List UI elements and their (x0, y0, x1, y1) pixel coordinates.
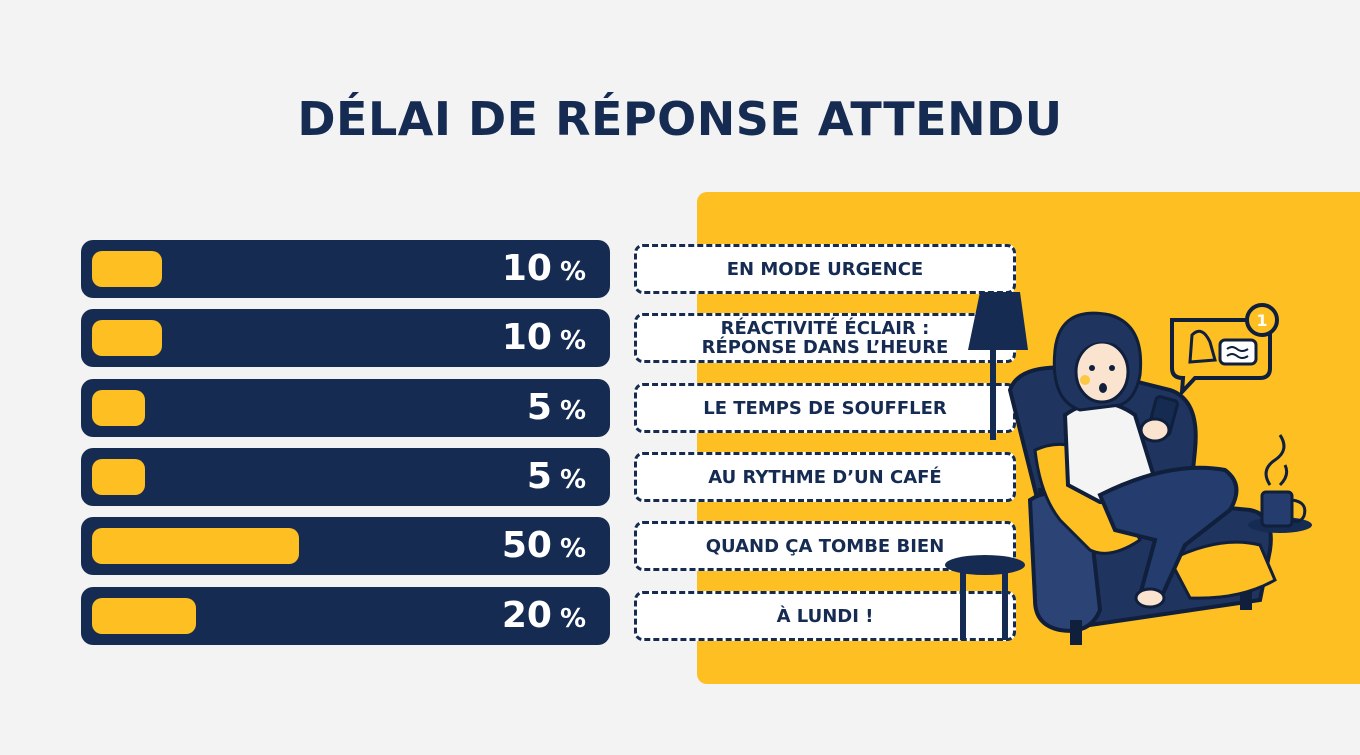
bar-row: 50% (81, 517, 610, 575)
category-label-text: EN MODE URGENCE (726, 258, 924, 280)
woman-figure (1052, 311, 1239, 609)
bar-fill (92, 459, 145, 495)
side-table-icon (945, 555, 1025, 640)
bar-value-label: 50% (502, 523, 586, 569)
category-label: AU RYTHME D’UN CAFÉ (634, 452, 1016, 502)
bar-value-unit: % (559, 604, 586, 634)
bar-row: 10% (81, 309, 610, 367)
bar-value-label: 10% (502, 315, 586, 361)
bar-value-number: 5 (526, 456, 552, 497)
bar-value-unit: % (559, 534, 586, 564)
bar-row: 20% (81, 587, 610, 645)
bar-row: 5% (81, 448, 610, 506)
svg-text:1: 1 (1256, 311, 1267, 330)
woman-on-armchair-illustration: 1 (945, 292, 1312, 645)
bar-value-number: 50 (501, 525, 552, 566)
bar-value-number: 10 (501, 248, 552, 289)
bar-value-number: 5 (526, 387, 552, 428)
category-label-text: À LUNDI ! (776, 605, 874, 627)
bar-value-number: 20 (501, 595, 552, 636)
page-title: DÉLAI DE RÉPONSE ATTENDU (297, 92, 1063, 146)
floor-lamp-icon (968, 292, 1028, 440)
category-label: À LUNDI ! (634, 591, 1016, 641)
bar-value-unit: % (559, 396, 586, 426)
bar-value-label: 20% (502, 593, 586, 639)
coffee-mug-icon (1248, 434, 1312, 533)
category-label-text: RÉACTIVITÉ ÉCLAIR : RÉPONSE DANS L’HEURE (701, 318, 949, 358)
bar-fill (92, 390, 145, 426)
category-label: QUAND ÇA TOMBE BIEN (634, 521, 1016, 571)
bar-row: 10% (81, 240, 610, 298)
category-label-text: LE TEMPS DE SOUFFLER (703, 397, 947, 419)
bar-value-number: 10 (501, 317, 552, 358)
category-label: EN MODE URGENCE (634, 244, 1016, 294)
category-label-text: AU RYTHME D’UN CAFÉ (708, 466, 942, 488)
bar-fill (92, 320, 162, 356)
bar-value-unit: % (559, 257, 586, 287)
category-label-text: QUAND ÇA TOMBE BIEN (705, 535, 945, 557)
bar-value-label: 10% (502, 246, 586, 292)
bar-fill (92, 598, 196, 634)
notification-bell-icon: 1 (1170, 303, 1279, 398)
bar-value-unit: % (559, 326, 586, 356)
bar-fill (92, 528, 299, 564)
bar-fill (92, 251, 162, 287)
bar-value-unit: % (559, 465, 586, 495)
bar-value-label: 5% (527, 385, 586, 431)
bar-value-label: 5% (527, 454, 586, 500)
bar-row: 5% (81, 379, 610, 437)
category-label: LE TEMPS DE SOUFFLER (634, 383, 1016, 433)
category-label: RÉACTIVITÉ ÉCLAIR : RÉPONSE DANS L’HEURE (634, 313, 1016, 363)
